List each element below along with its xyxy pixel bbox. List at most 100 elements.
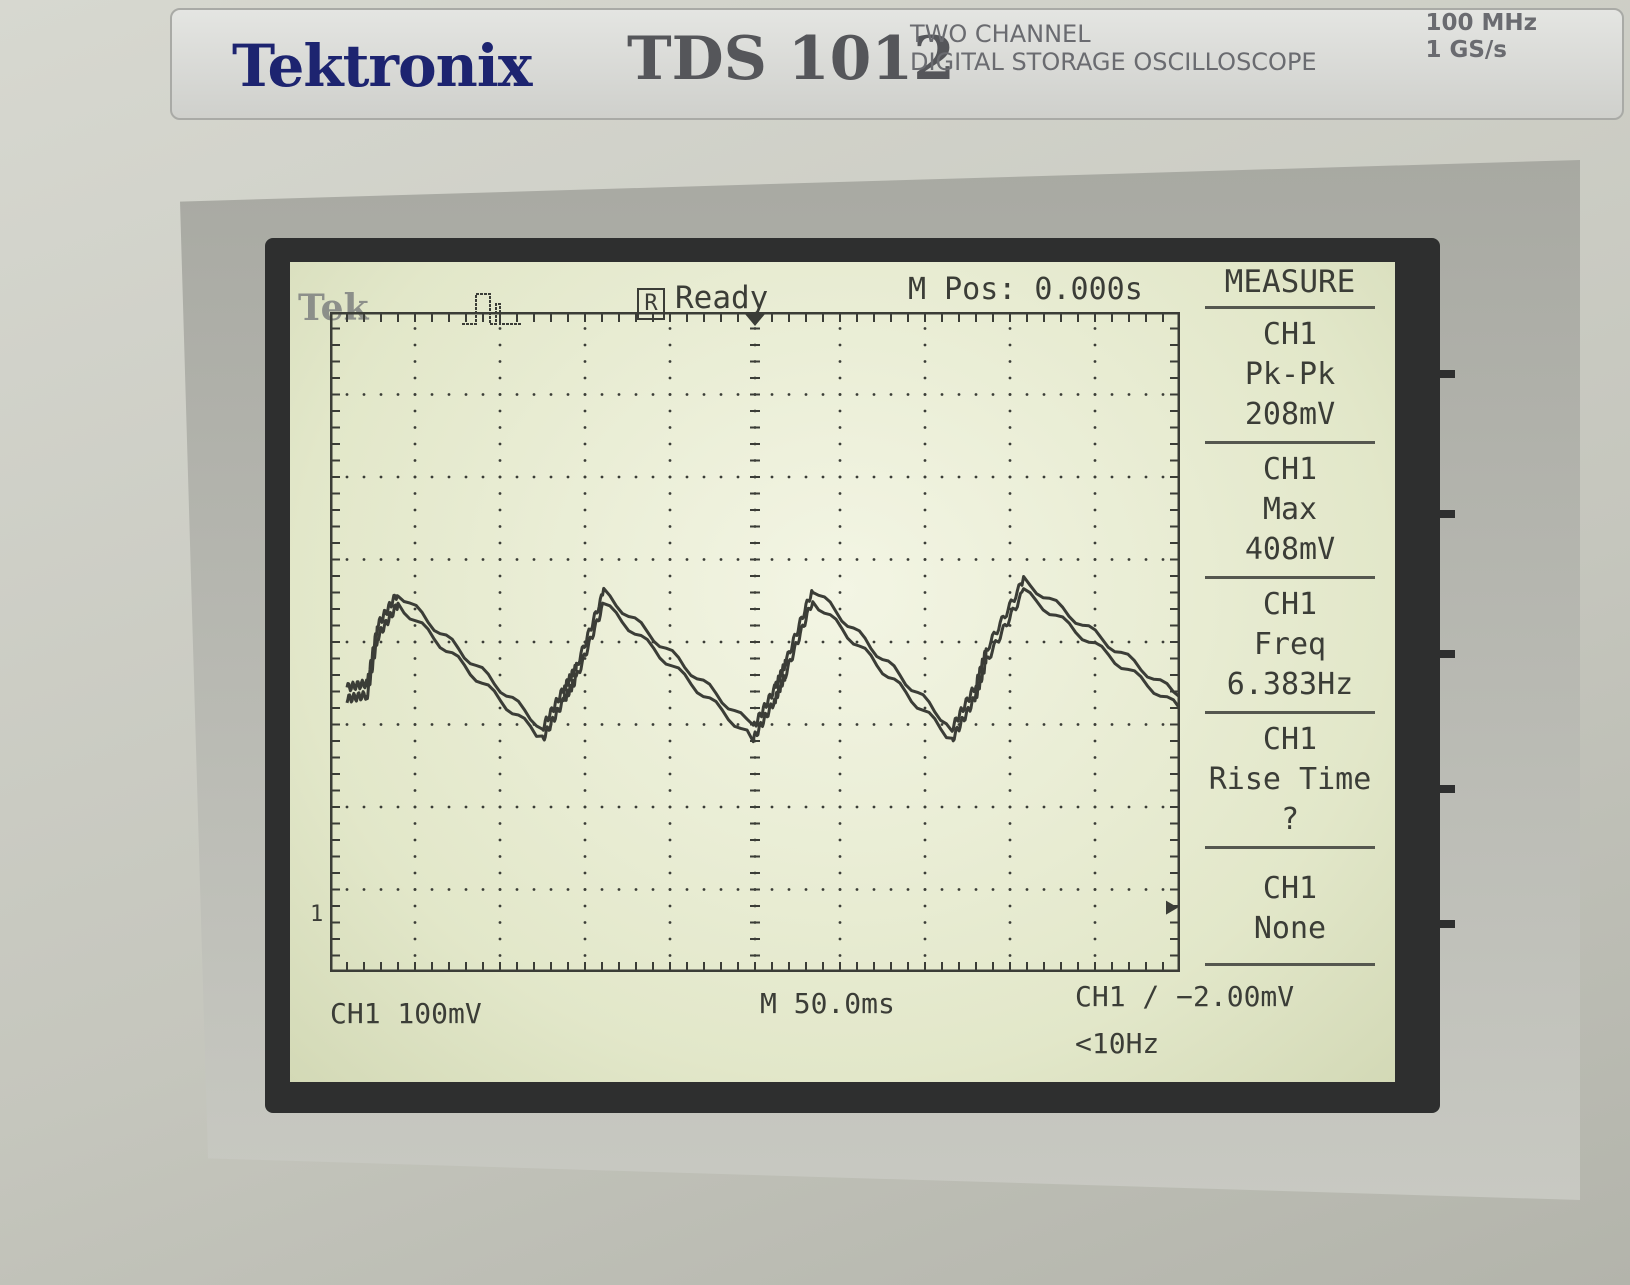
grid-dot [838,657,842,660]
grid-dot [923,492,927,495]
model-number: TDS 1012 [627,24,955,94]
grid-dot [498,937,502,941]
grid-dot [923,690,927,693]
grid-dot [1127,723,1131,726]
grid-dot [821,393,825,396]
grid-dot [481,475,485,479]
description-line1: TWO CHANNEL [910,20,1091,48]
grid-dot [498,921,502,924]
grid-dot [362,393,366,396]
menu-button-4[interactable] [1425,785,1455,793]
grid-dot [1093,657,1097,660]
grid-dot [1127,558,1131,561]
grid-dot [600,558,604,561]
menu-button-3[interactable] [1425,650,1455,658]
grid-dot [1008,409,1012,413]
grid-dot [923,475,927,479]
grid-dot [838,343,842,347]
grid-dot [1093,690,1097,693]
grid-dot [1093,343,1097,347]
grid-dot [668,376,672,380]
grid-dot [583,525,587,528]
grid-dot [413,574,417,578]
grid-dot [702,558,706,561]
grid-dot [923,789,927,792]
grid-dot [1025,393,1029,396]
grid-dot [838,640,842,644]
grid-dot [736,475,740,479]
grid-dot [787,475,791,479]
grid-dot [498,442,502,446]
ground-marker: 1 [310,902,324,927]
grid-dot [1042,805,1046,809]
grid-dot [1093,921,1097,924]
grid-dot [736,558,740,561]
grid-dot [685,393,689,396]
grid-dot [838,871,842,875]
grid-dot [1093,475,1097,479]
grid-dot [1076,475,1080,479]
trigger-position-marker [745,314,765,326]
grid-dot [583,673,587,677]
grid-dot [668,888,672,891]
grid-dot [668,822,672,825]
grid-dot [923,541,927,545]
grid-dot [719,558,723,561]
grid-dot [583,805,587,809]
measure-item-none[interactable]: CH1 None [1205,849,1375,966]
ch1-scale: CH1 100mV [330,997,482,1030]
grid-dot [668,360,672,363]
grid-dot [362,888,366,891]
horizontal-position: M Pos: 0.000s [908,272,1143,307]
menu-button-5[interactable] [1425,920,1455,928]
grid-dot [1093,904,1097,908]
grid-dot [1008,475,1012,479]
grid-dot [1093,327,1097,330]
grid-dot [600,475,604,479]
grid-dot [583,888,587,891]
grid-dot [498,855,502,858]
grid-dot [515,723,519,726]
grid-dot [396,640,400,644]
menu-button-1[interactable] [1425,370,1455,378]
grid-dot [1008,772,1012,776]
grid-dot [617,558,621,561]
grid-dot [1008,904,1012,908]
grid-dot [1093,525,1097,528]
grid-dot [396,805,400,809]
grid-dot [1127,640,1131,644]
grid-dot [906,888,910,891]
grid-dot [1059,888,1063,891]
grid-dot [1093,376,1097,380]
grid-dot [1110,723,1114,726]
grid-dot [379,558,383,561]
grid-dot [498,393,502,396]
measure-item-freq[interactable]: CH1 Freq 6.383Hz [1205,579,1375,714]
grid-dot [413,756,417,759]
grid-dot [1008,459,1012,462]
grid-dot [838,855,842,858]
grid-dot [413,343,417,347]
grid-dot [413,690,417,693]
grid-dot [838,838,842,842]
grid-dot [736,640,740,644]
grid-dot [1042,558,1046,561]
grid-dot [549,888,553,891]
grid-dot [668,789,672,792]
grid-dot [1144,723,1148,726]
grid-dot [617,723,621,726]
menu-button-2[interactable] [1425,510,1455,518]
grid-dot [1093,393,1097,396]
measure-item-max[interactable]: CH1 Max 408mV [1205,444,1375,579]
grid-dot [498,409,502,413]
measure-item-pkpk[interactable]: CH1 Pk-Pk 208mV [1205,309,1375,444]
grid-dot [1059,475,1063,479]
grid-dot [634,393,638,396]
grid-dot [362,640,366,644]
grid-dot [838,805,842,809]
measure-item-rise-time[interactable]: CH1 Rise Time ? [1205,714,1375,849]
grid-dot [974,393,978,396]
grid-dot [583,921,587,924]
grid-dot [923,756,927,759]
grid-dot [1093,855,1097,858]
